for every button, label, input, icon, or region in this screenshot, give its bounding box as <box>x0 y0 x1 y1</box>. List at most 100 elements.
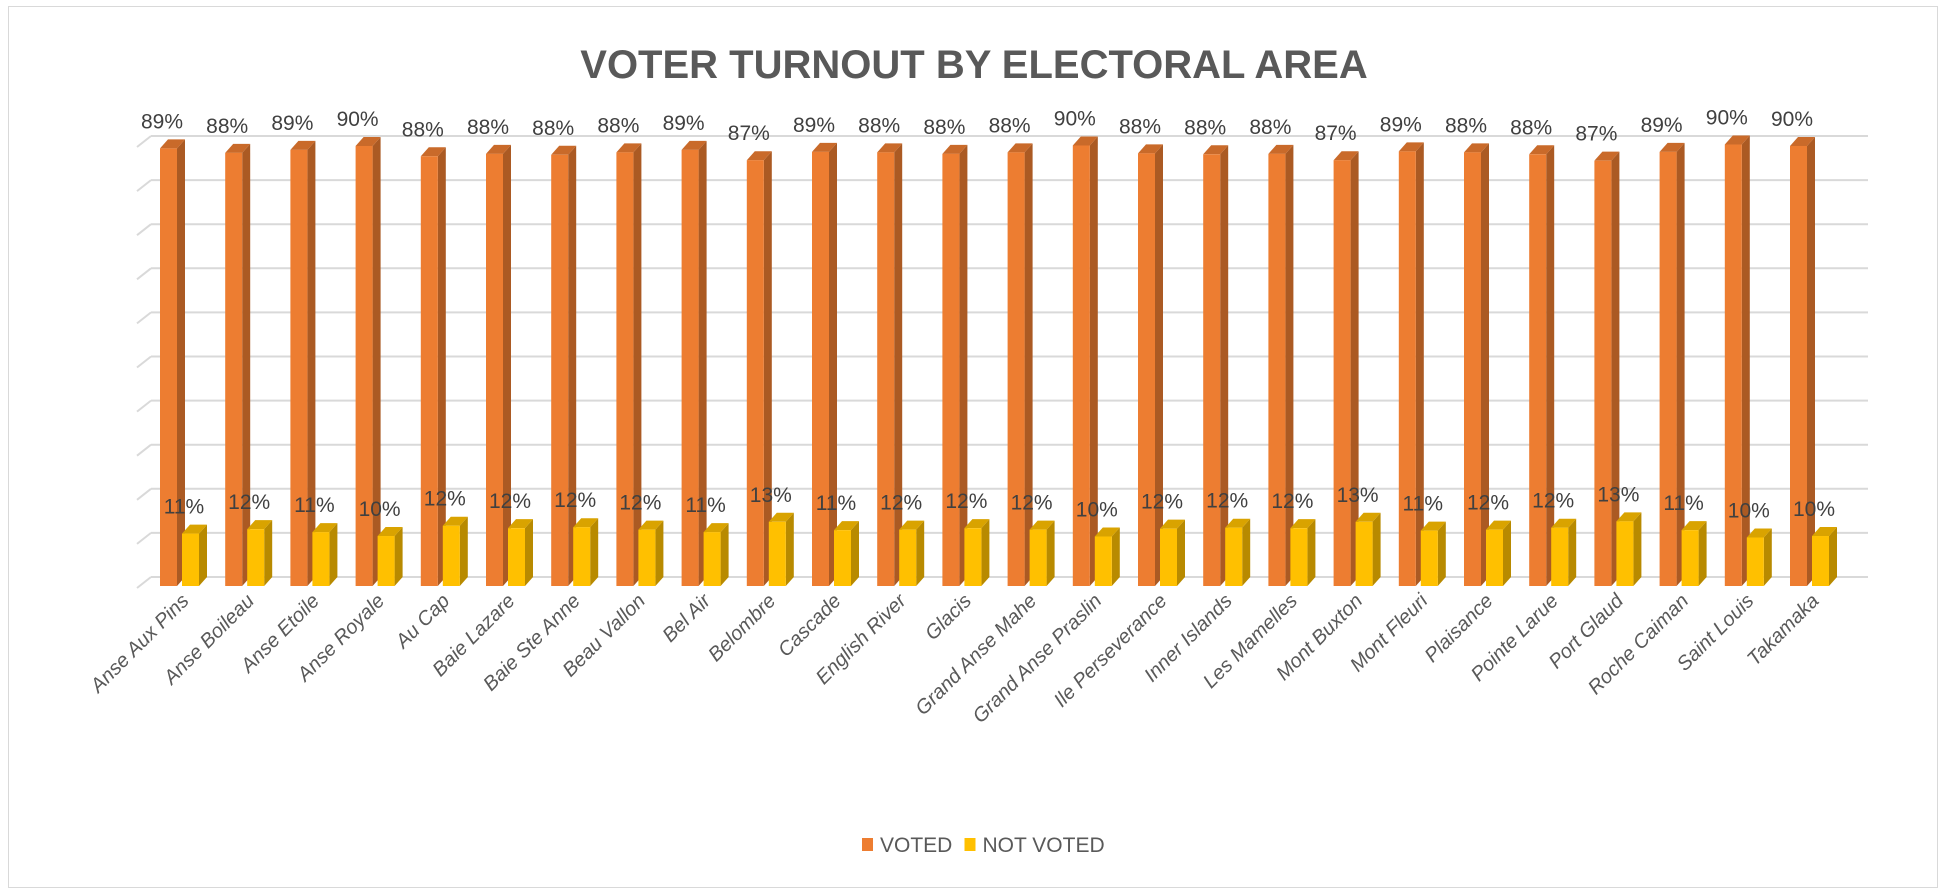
data-label-voted: 90% <box>1706 107 1748 130</box>
bar-voted-3 <box>355 136 381 587</box>
bar-not-voted-8 <box>703 523 729 586</box>
data-label-not-voted: 12% <box>1532 490 1574 513</box>
bar-not-voted-22 <box>1616 512 1642 586</box>
bar-not-voted-11 <box>899 520 925 586</box>
data-label-not-voted: 12% <box>1206 490 1248 513</box>
data-label-voted: 88% <box>1510 116 1552 139</box>
data-label-not-voted: 12% <box>554 489 596 512</box>
gridline-depth <box>136 399 152 413</box>
data-label-voted: 88% <box>1184 116 1226 139</box>
gridline-depth <box>136 488 152 501</box>
data-labels: 89% 11% 88% 12% 89% 11% 90% 10% 88% 12% 88% 12% 88% 1… <box>141 107 1835 523</box>
x-tick-label: Belombre <box>704 590 780 666</box>
bar-voted-15 <box>1138 144 1163 586</box>
bar-voted-2 <box>290 140 316 586</box>
bar-not-voted-21 <box>1551 518 1577 586</box>
bar-not-voted-10 <box>834 521 859 586</box>
bar-not-voted-17 <box>1290 519 1316 586</box>
data-label-voted: 87% <box>728 122 770 145</box>
bar-not-voted-3 <box>377 527 403 586</box>
data-label-voted: 88% <box>1249 116 1291 139</box>
legend-entry: VOTED <box>880 834 952 857</box>
bar-voted-7 <box>616 143 642 586</box>
gridline-depth <box>136 135 152 148</box>
data-label-voted: 88% <box>467 116 509 139</box>
x-tick-label: Bel Air <box>658 589 716 647</box>
bar-voted-18 <box>1333 151 1359 586</box>
data-label-not-voted: 10% <box>359 498 401 521</box>
bar-voted-9 <box>746 151 772 586</box>
gridline-depth <box>136 179 152 192</box>
x-tick-label: Ile Perseverance <box>1050 590 1172 712</box>
data-label-voted: 89% <box>793 114 835 137</box>
bar-not-voted-18 <box>1355 512 1381 586</box>
data-label-voted: 89% <box>1380 113 1422 136</box>
data-label-not-voted: 11% <box>1403 493 1443 516</box>
data-label-voted: 87% <box>1575 123 1617 146</box>
x-tick-label: Takamaka <box>1743 590 1823 670</box>
bar-voted-23 <box>1659 142 1685 587</box>
chart-title: VOTER TURNOUT BY ELECTORAL AREA <box>580 43 1367 87</box>
bar-voted-5 <box>486 144 511 586</box>
data-label-not-voted: 12% <box>424 488 466 511</box>
bar-not-voted-14 <box>1094 527 1120 586</box>
x-tick-label: Grand Anse Praslin <box>969 590 1107 728</box>
gridline-depth <box>136 311 152 325</box>
bar-voted-25 <box>1790 136 1815 587</box>
bar-not-voted-7 <box>638 520 664 586</box>
gridline-depth <box>136 532 152 545</box>
data-label-not-voted: 11% <box>164 496 204 519</box>
bar-voted-10 <box>812 142 837 587</box>
data-label-not-voted: 10% <box>1076 499 1118 522</box>
bar-voted-17 <box>1268 144 1294 586</box>
data-label-not-voted: 13% <box>750 484 792 507</box>
data-label-voted: 89% <box>141 110 183 133</box>
gridline-depth <box>136 576 152 589</box>
bar-voted-0 <box>160 139 185 586</box>
data-label-not-voted: 12% <box>945 490 987 513</box>
data-label-not-voted: 12% <box>1271 490 1313 513</box>
data-label-not-voted: 10% <box>1728 499 1770 522</box>
legend-entry: NOT VOTED <box>983 834 1105 857</box>
data-label-not-voted: 12% <box>880 492 922 515</box>
gridline-depth <box>136 355 152 369</box>
bar-not-voted-16 <box>1225 518 1251 586</box>
bar-not-voted-2 <box>312 523 338 586</box>
bar-not-voted-5 <box>508 519 533 586</box>
bar-not-voted-6 <box>573 518 599 586</box>
bar-not-voted-15 <box>1160 519 1185 586</box>
bar-not-voted-19 <box>1420 521 1446 586</box>
gridline-depth <box>136 443 152 457</box>
bar-voted-14 <box>1072 136 1098 587</box>
bar-voted-13 <box>1007 143 1033 586</box>
data-label-voted: 90% <box>1054 107 1096 130</box>
data-label-voted: 89% <box>1641 114 1683 137</box>
data-label-voted: 88% <box>206 115 248 138</box>
data-label-voted: 87% <box>1315 122 1357 145</box>
bar-voted-16 <box>1203 145 1229 586</box>
bar-not-voted-20 <box>1486 520 1511 586</box>
data-label-not-voted: 12% <box>619 492 661 515</box>
data-label-not-voted: 12% <box>228 491 270 514</box>
x-tick-label: Glacis <box>921 590 976 645</box>
data-label-not-voted: 12% <box>1011 492 1053 515</box>
data-label-voted: 88% <box>402 118 444 141</box>
bar-voted-12 <box>942 144 968 586</box>
bar-voted-20 <box>1464 143 1489 586</box>
bar-voted-19 <box>1398 142 1424 586</box>
bar-voted-1 <box>225 143 251 586</box>
data-label-voted: 89% <box>271 112 313 135</box>
bar-voted-4 <box>420 147 446 586</box>
bar-voted-8 <box>681 140 707 586</box>
data-label-not-voted: 12% <box>489 490 531 513</box>
data-label-not-voted: 13% <box>1337 484 1379 507</box>
data-label-voted: 88% <box>989 114 1031 137</box>
bar-voted-6 <box>551 145 577 587</box>
data-label-not-voted: 13% <box>1597 483 1639 506</box>
bar-not-voted-25 <box>1812 527 1837 586</box>
bar-not-voted-12 <box>964 519 990 586</box>
bar-not-voted-1 <box>247 520 273 586</box>
gridline-depth <box>136 223 152 236</box>
